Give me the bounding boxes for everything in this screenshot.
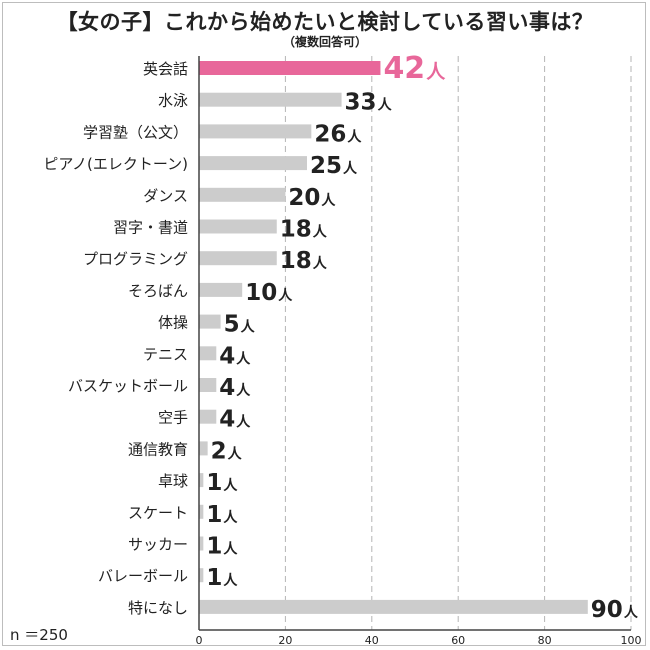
category-label: バレーボール bbox=[98, 567, 188, 585]
category-label: バスケットボール bbox=[68, 377, 188, 395]
category-label: 通信教育 bbox=[128, 440, 188, 458]
category-label: 英会話 bbox=[143, 60, 188, 78]
bar bbox=[199, 409, 217, 424]
chart-title: 【女の子】これから始めたいと検討している習い事は？ bbox=[56, 10, 594, 34]
bar bbox=[199, 346, 217, 361]
category-label: 習字・書道 bbox=[113, 219, 188, 237]
value-label: 2人 bbox=[211, 438, 243, 464]
value-label: 25人 bbox=[310, 153, 358, 179]
x-tick-label: 80 bbox=[538, 634, 552, 647]
value-label: 20人 bbox=[288, 185, 336, 211]
category-label: テニス bbox=[143, 345, 188, 363]
category-label: 水泳 bbox=[158, 92, 188, 110]
bar bbox=[199, 124, 312, 139]
bar bbox=[199, 251, 277, 266]
bar bbox=[199, 473, 204, 488]
category-label: 卓球 bbox=[158, 472, 188, 490]
value-label: 1人 bbox=[206, 502, 238, 528]
value-label: 4人 bbox=[219, 375, 251, 401]
value-label: 1人 bbox=[206, 565, 238, 591]
category-label: スケート bbox=[128, 504, 188, 522]
bar bbox=[199, 314, 221, 329]
bar bbox=[199, 568, 204, 583]
bar bbox=[199, 378, 217, 392]
x-tick-label: 20 bbox=[278, 634, 292, 647]
value-label: 26人 bbox=[314, 121, 362, 147]
x-tick-label: 60 bbox=[451, 634, 465, 647]
category-label: 空手 bbox=[158, 409, 188, 427]
chart-subtitle: （複数回答可） bbox=[282, 35, 367, 49]
category-label: 体操 bbox=[158, 314, 188, 332]
x-tick-label: 0 bbox=[196, 634, 203, 647]
bar bbox=[199, 536, 204, 551]
value-label: 1人 bbox=[206, 470, 238, 496]
bar bbox=[199, 187, 286, 202]
category-label: サッカー bbox=[128, 536, 188, 554]
sample-size-label: n ＝250 bbox=[10, 626, 68, 644]
category-label: 特になし bbox=[128, 599, 188, 617]
bar bbox=[199, 61, 381, 75]
bar bbox=[199, 441, 208, 456]
bar bbox=[199, 504, 204, 519]
category-label: そろばん bbox=[128, 282, 188, 300]
value-label: 1人 bbox=[206, 534, 238, 560]
value-label: 42人 bbox=[383, 51, 446, 86]
value-label: 18人 bbox=[280, 248, 328, 274]
value-label: 90人 bbox=[591, 597, 639, 623]
bar bbox=[199, 282, 243, 297]
category-label: プログラミング bbox=[83, 250, 188, 268]
bar bbox=[199, 599, 588, 614]
value-label: 18人 bbox=[280, 217, 328, 243]
bar bbox=[199, 92, 342, 107]
category-label: 学習塾（公文） bbox=[83, 123, 188, 141]
category-label: ピアノ(エレクトーン) bbox=[43, 155, 188, 173]
bar bbox=[199, 156, 307, 171]
category-label: ダンス bbox=[143, 187, 188, 205]
value-label: 5人 bbox=[224, 312, 256, 338]
x-tick-label: 40 bbox=[365, 634, 379, 647]
value-label: 33人 bbox=[345, 90, 393, 116]
bar bbox=[199, 219, 277, 234]
value-label: 4人 bbox=[219, 407, 251, 433]
value-label: 10人 bbox=[245, 280, 293, 306]
x-tick-label: 100 bbox=[621, 634, 642, 647]
value-label: 4人 bbox=[219, 343, 251, 369]
